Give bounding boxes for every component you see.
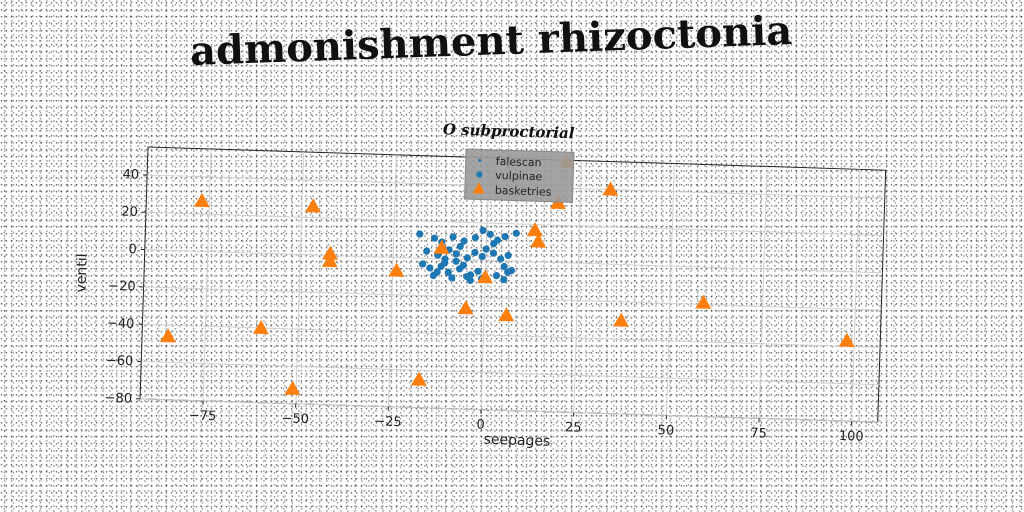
point-vulpinae [482,245,490,253]
point-basketries [695,294,712,309]
point-vulpinae [504,251,512,260]
point-basketries [477,269,494,284]
point-basketries [321,253,338,268]
point-vulpinae [448,274,456,282]
point-vulpinae [452,250,460,258]
y-tick-label: −40 [107,316,135,332]
point-vulpinae [423,247,431,255]
point-vulpinae [430,234,439,242]
legend-marker-basketries [472,182,485,194]
x-tick-label: 75 [750,426,767,442]
y-grid-line [143,286,882,311]
y-grid-line [142,323,881,348]
point-basketries [388,262,405,277]
point-vulpinae [501,233,509,241]
x-grid-line [665,163,675,416]
point-basketries [284,380,301,395]
x-tick-label: −75 [189,408,217,424]
y-tick-label: 40 [122,167,139,183]
point-basketries [252,319,269,335]
y-tick-label: −80 [104,391,132,407]
legend-marker-vulpinae [476,171,483,178]
point-vulpinae [497,255,505,263]
x-tick-label: 100 [839,429,864,445]
legend-box [464,148,575,203]
point-basketries [159,328,176,343]
point-vulpinae [486,230,494,238]
point-vulpinae [433,268,441,276]
x-grid-line [202,148,212,401]
x-tick-label: 0 [476,417,485,432]
point-vulpinae [449,233,457,241]
point-vulpinae [500,275,508,284]
point-vulpinae [492,272,501,280]
point-vulpinae [489,249,498,257]
point-basketries [193,192,210,208]
point-basketries [526,222,543,237]
point-vulpinae [478,252,486,261]
point-vulpinae [471,248,479,257]
x-tick-label: 25 [565,420,582,436]
plot-area: −75 −50 −25 0 25 50 75 100 −80 −60 −40 −20 0 20 40 O … [73,120,887,450]
point-basketries [410,371,427,386]
point-basketries [321,245,338,260]
y-grid-line [141,361,879,386]
point-basketries [498,307,515,322]
x-tick-label: 50 [657,423,674,439]
point-basketries [457,300,474,315]
data-marks [159,154,855,395]
legend: falescan vulpinae basketries [464,148,575,203]
y-tick-label: −60 [106,353,134,369]
chart-title: O subproctorial [443,120,575,142]
y-axis-label: ventil [73,253,90,293]
point-vulpinae [479,226,487,234]
x-tick-label: −25 [374,414,402,430]
grid-lines [140,148,885,423]
point-vulpinae [500,262,508,271]
point-vulpinae [490,240,498,248]
point-vulpinae [452,257,460,265]
point-vulpinae [416,230,424,238]
x-grid-line [851,169,861,422]
legend-marker-falescan [478,158,482,162]
point-basketries [602,181,619,196]
x-grid-line [573,160,583,413]
y-grid-line [144,249,883,274]
point-vulpinae [460,237,468,245]
y-tick-label: −20 [108,279,136,295]
point-vulpinae [459,261,467,269]
point-basketries [304,198,321,213]
point-vulpinae [474,267,482,275]
point-vulpinae [444,268,452,276]
x-grid-line [387,154,397,407]
legend-label-vulpinae: vulpinae [495,169,543,183]
point-vulpinae [466,276,474,284]
point-basketries [433,239,450,254]
point-basketries [612,312,629,327]
y-tick-label: 0 [128,242,137,257]
x-tick-label: −50 [281,411,309,427]
point-vulpinae [456,242,464,251]
point-vulpinae [512,229,520,237]
x-grid-line [758,166,768,419]
x-axis-label: seepages [483,432,550,450]
point-vulpinae [471,233,479,242]
point-vulpinae [463,254,471,262]
y-grid-line [145,211,884,236]
point-basketries [530,233,547,248]
point-vulpinae [426,264,434,272]
legend-label-falescan: falescan [496,155,542,169]
legend-label-basketries: basketries [495,184,552,199]
x-grid-line [295,151,305,404]
point-vulpinae [441,259,449,267]
y-tick-label: 20 [121,205,138,221]
point-vulpinae [419,260,427,268]
y-grid-line [140,398,878,423]
y-axis-ticks: −80 −60 −40 −20 0 20 40 [104,167,148,407]
point-basketries [838,332,855,348]
x-axis-ticks: −75 −50 −25 0 25 50 75 100 [189,400,864,445]
point-vulpinae [507,266,516,275]
